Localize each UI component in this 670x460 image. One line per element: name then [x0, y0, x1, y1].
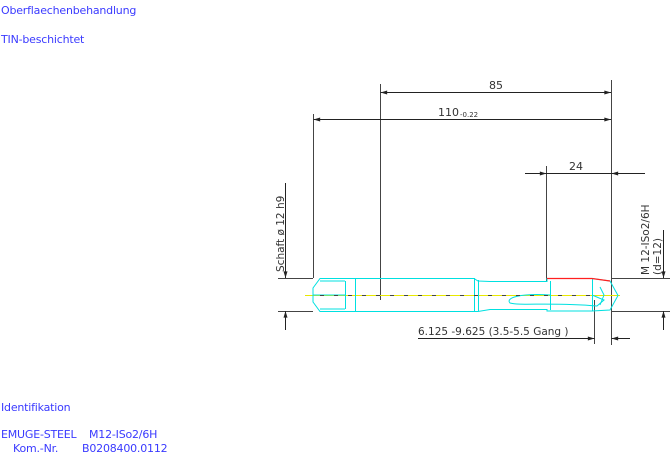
dim-24-text: 24: [569, 160, 583, 173]
dim-110-text: 110: [438, 106, 459, 119]
thread-diameter-label: (d=12): [652, 238, 664, 275]
identification-heading: Identifikation: [1, 401, 71, 414]
chamfer-label: 6.125 -9.625 (3.5-5.5 Gang ): [418, 326, 569, 338]
thread-edge-highlight: [547, 277, 611, 282]
identification-brand: EMUGE-STEEL: [1, 428, 77, 441]
dim-85-text: 85: [489, 79, 503, 92]
shank-diameter-label: Schaft ø 12 h9: [275, 196, 287, 272]
surface-treatment-value: TIN-beschichtet: [1, 33, 85, 46]
identification-number-label: Kom.-Nr.: [13, 442, 59, 455]
identification-spec: M12-ISo2/6H: [89, 428, 158, 441]
identification-number: B0208400.0112: [82, 442, 168, 455]
dimension-lines: [283, 90, 666, 341]
surface-treatment-label: Oberflaechenbehandlung: [1, 4, 137, 17]
tap-tool-outline: [312, 278, 619, 312]
dim-110-tolerance: -0.22: [460, 111, 478, 119]
thread-label: M 12-ISo2/6H: [640, 204, 652, 275]
